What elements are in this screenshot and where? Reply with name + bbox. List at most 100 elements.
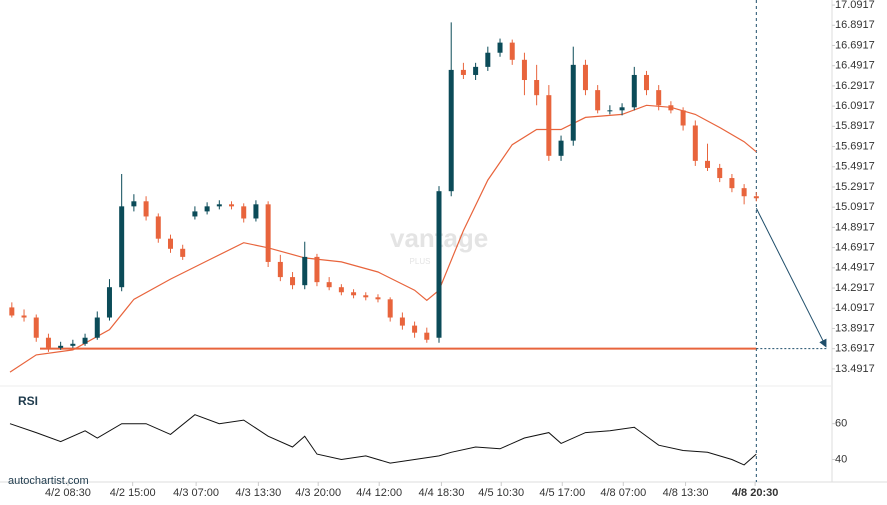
y-tick-label: 15.8917 [835, 120, 875, 132]
candle-body [241, 206, 247, 219]
candle-body [692, 125, 698, 161]
candle-body [412, 325, 418, 333]
watermark-sub: PLUS [410, 257, 431, 266]
candle-body [326, 282, 332, 288]
y-tick-label: 13.6917 [835, 343, 875, 355]
x-tick-label: 4/3 20:00 [295, 487, 341, 499]
y-tick-label: 16.4917 [835, 60, 875, 72]
rsi-title: RSI [18, 394, 38, 408]
candle-body [485, 52, 491, 67]
candle-body [155, 216, 161, 239]
candle-body [265, 204, 271, 262]
candle-body [399, 317, 405, 326]
candle-body [192, 211, 198, 217]
candle-body [94, 317, 100, 338]
source: autochartist.com [8, 475, 89, 487]
y-tick-label: 17.0917 [835, 0, 875, 11]
y-tick-label: 16.8917 [835, 19, 875, 31]
candle-body [58, 345, 64, 348]
y-tick-label: 13.8917 [835, 322, 875, 334]
candle-body [448, 69, 454, 192]
candle-body [119, 206, 125, 288]
candle-body [631, 74, 637, 108]
candle-body [570, 64, 576, 141]
candle-body [45, 337, 51, 348]
candle-body [473, 66, 479, 75]
candle-body [143, 201, 149, 217]
y-tick-label: 14.8917 [835, 221, 875, 233]
y-tick-label: 15.0917 [835, 201, 875, 213]
candle-body [534, 80, 540, 96]
y-tick-label: 15.6917 [835, 140, 875, 152]
y-tick-label: 14.6917 [835, 242, 875, 254]
candle-body [290, 277, 296, 286]
x-tick-label: 4/3 13:30 [235, 487, 281, 499]
candle-body [216, 204, 222, 207]
x-tick-label: 4/8 07:00 [600, 487, 646, 499]
candle-body [253, 204, 259, 219]
candle-body [619, 107, 625, 111]
candle-body [753, 196, 759, 199]
candle-body [643, 74, 649, 91]
candle-body [497, 42, 503, 53]
candle-body [656, 90, 662, 106]
candle-body [106, 287, 112, 318]
candle-body [9, 307, 15, 316]
forecast-arrow [755, 208, 827, 348]
candle-body [558, 140, 564, 156]
candle-body [167, 238, 173, 249]
y-tick-label: 15.4917 [835, 161, 875, 173]
x-tick-label: 4/2 15:00 [110, 487, 156, 499]
candle-body [131, 201, 137, 207]
x-tick-label: 4/5 17:00 [539, 487, 585, 499]
rsi-tick-label: 60 [835, 418, 847, 430]
y-tick-label: 13.4917 [835, 363, 875, 375]
x-tick-label: 4/5 10:30 [478, 487, 524, 499]
candle-body [607, 110, 613, 112]
y-tick-label: 15.2917 [835, 181, 875, 193]
candle-body [204, 206, 210, 212]
candle-body [729, 178, 735, 189]
candle-body [717, 167, 723, 179]
y-tick-label: 14.2917 [835, 282, 875, 294]
candle-body [33, 317, 39, 338]
candle-body [680, 110, 686, 126]
candle-body [351, 292, 357, 296]
candle-body [82, 337, 88, 344]
candle-body [521, 59, 527, 81]
rsi-line [9, 414, 757, 466]
candle-body [436, 191, 442, 338]
candle-body [387, 299, 393, 318]
candle-body [460, 69, 466, 75]
candle-body [705, 160, 711, 168]
x-tick-label: 4/8 20:30 [732, 487, 778, 499]
candle-body [595, 90, 601, 111]
candle-body [302, 256, 308, 286]
candle-body [21, 315, 27, 318]
candle-body [668, 105, 674, 111]
candle-body [546, 95, 552, 156]
candle-body [180, 248, 186, 257]
x-tick-label: 4/3 07:00 [173, 487, 219, 499]
y-tick-label: 16.6917 [835, 39, 875, 51]
y-tick-label: 16.2917 [835, 80, 875, 92]
candle-body [424, 332, 430, 340]
candle-body [70, 343, 76, 346]
candle-body [229, 204, 235, 207]
candle-body [582, 64, 588, 91]
y-tick-label: 16.0917 [835, 100, 875, 112]
candle-body [509, 42, 515, 60]
candle-body [741, 188, 747, 197]
y-tick-label: 14.0917 [835, 302, 875, 314]
y-tick-label: 14.4917 [835, 262, 875, 274]
x-tick-label: 4/4 18:30 [419, 487, 465, 499]
rsi-tick-label: 40 [835, 453, 847, 465]
candle-body [277, 261, 283, 278]
candle-body [375, 297, 381, 300]
x-tick-label: 4/4 12:00 [356, 487, 402, 499]
candle-body [338, 287, 344, 293]
candle-body [363, 295, 369, 298]
x-tick-label: 4/8 13:30 [663, 487, 709, 499]
